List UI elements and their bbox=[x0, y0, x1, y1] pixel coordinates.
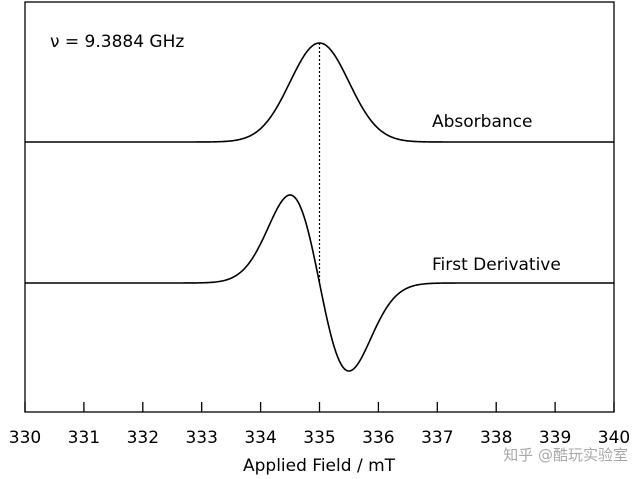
absorbance-label: Absorbance bbox=[432, 112, 532, 132]
x-tick-label-339: 339 bbox=[539, 428, 571, 448]
x-tick-label-340: 340 bbox=[598, 428, 630, 448]
x-tick-label-333: 333 bbox=[185, 428, 217, 448]
x-tick-label-337: 337 bbox=[421, 428, 453, 448]
x-tick-label-334: 334 bbox=[244, 428, 276, 448]
x-axis-ticks bbox=[24, 402, 615, 412]
x-axis-label: Applied Field / mT bbox=[243, 456, 396, 476]
watermark: 知乎 @酷玩实验室 bbox=[503, 446, 628, 464]
x-tick-label-332: 332 bbox=[127, 428, 159, 448]
x-tick-label-335: 335 bbox=[303, 428, 335, 448]
x-axis-tick-labels: 330 331 332 333 334 335 336 337 338 339 340 bbox=[9, 428, 630, 448]
first-derivative-label: First Derivative bbox=[432, 255, 561, 275]
frequency-label: ν = 9.3884 GHz bbox=[50, 32, 184, 52]
x-tick-label-330: 330 bbox=[9, 428, 41, 448]
absorbance-curve bbox=[25, 42, 614, 143]
x-tick-label-338: 338 bbox=[480, 428, 512, 448]
x-tick-label-336: 336 bbox=[362, 428, 394, 448]
first-derivative-curve bbox=[25, 194, 614, 372]
x-tick-label-331: 331 bbox=[68, 428, 100, 448]
